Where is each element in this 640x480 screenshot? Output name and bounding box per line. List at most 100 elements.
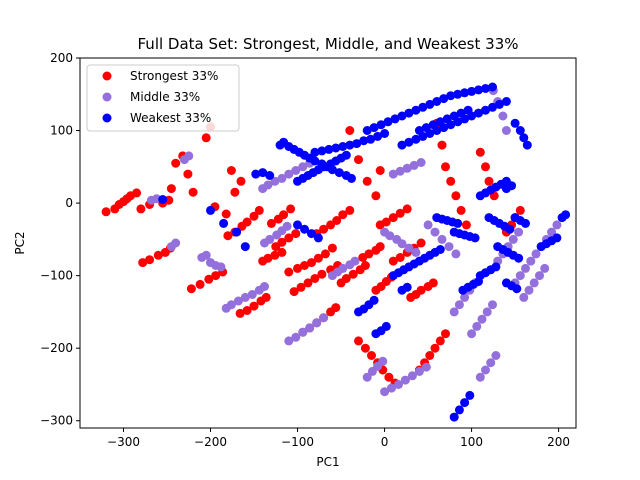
scatter-point-s0-48 <box>266 218 276 228</box>
chart-title: Full Data Set: Strongest, Middle, and We… <box>138 35 519 53</box>
scatter-point-s0-131 <box>446 176 456 186</box>
scatter-point-s0-54 <box>270 250 280 260</box>
scatter-point-s2-59 <box>446 91 456 101</box>
scatter-point-s1-31 <box>270 176 280 186</box>
scatter-point-s0-35 <box>249 301 259 311</box>
scatter-point-s1-57 <box>404 243 414 253</box>
scatter-point-s0-81 <box>345 205 355 215</box>
scatter-point-s2-54 <box>411 105 421 115</box>
scatter-point-s2-5 <box>251 169 261 179</box>
scatter-point-s0-7 <box>136 204 146 214</box>
scatter-point-s2-156 <box>522 140 532 150</box>
scatter-point-s0-15 <box>188 187 198 197</box>
scatter-point-s1-89 <box>515 271 525 281</box>
scatter-point-s2-81 <box>501 97 511 106</box>
scatter-point-s1-41 <box>350 256 360 266</box>
scatter-point-s1-51 <box>414 366 424 376</box>
scatter-point-s2-31 <box>319 162 329 172</box>
scatter-point-s2-113 <box>453 218 463 228</box>
scatter-point-s1-22 <box>282 221 292 231</box>
scatter-point-s0-45 <box>277 237 287 247</box>
scatter-point-s2-22 <box>293 220 302 230</box>
scatter-point-s1-15 <box>247 290 257 299</box>
scatter-point-s1-24 <box>291 332 301 342</box>
scatter-point-s1-13 <box>233 296 243 306</box>
scatter-point-s0-65 <box>303 278 313 288</box>
scatter-point-s1-42 <box>362 372 372 382</box>
scatter-point-s0-64 <box>296 282 306 292</box>
scatter-point-s1-93 <box>519 292 529 302</box>
scatter-point-s2-152 <box>521 218 530 228</box>
scatter-point-s0-55 <box>277 247 287 257</box>
scatter-point-s1-104 <box>498 111 508 121</box>
scatter-point-s1-60 <box>395 166 405 176</box>
scatter-point-s2-119 <box>449 412 459 422</box>
scatter-point-s0-61 <box>320 249 330 259</box>
scatter-point-s1-63 <box>416 158 426 167</box>
scatter-point-s2-41 <box>345 140 355 150</box>
scatter-point-s1-49 <box>400 375 410 385</box>
scatter-point-s0-124 <box>425 351 435 360</box>
scatter-point-s2-48 <box>369 123 379 133</box>
scatter-point-s0-130 <box>441 162 450 172</box>
x-axis-ticks: −300 −200 −100 0 100 200 <box>107 428 570 449</box>
scatter-point-s0-31 <box>211 271 221 281</box>
scatter-point-s0-57 <box>293 263 302 273</box>
scatter-point-s0-38 <box>223 231 233 241</box>
scatter-point-s0-16 <box>201 133 211 143</box>
scatter-point-s2-103 <box>402 282 412 292</box>
scatter-point-s2-45 <box>373 131 383 141</box>
scatter-point-s2-67 <box>404 137 414 147</box>
x-tick-label-1: −200 <box>194 435 227 449</box>
scatter-point-s0-83 <box>341 274 351 283</box>
scatter-point-s1-35 <box>298 162 308 172</box>
scatter-point-s2-47 <box>362 126 372 135</box>
legend-marker-1 <box>102 92 112 102</box>
scatter-point-s1-77 <box>482 307 492 317</box>
scatter-point-s2-42 <box>352 139 362 149</box>
scatter-point-s0-56 <box>284 267 294 277</box>
scatter-point-s2-120 <box>454 405 464 415</box>
scatter-point-s1-32 <box>277 173 287 183</box>
scatter-point-s2-141 <box>505 224 515 234</box>
scatter-point-s0-90 <box>371 191 381 201</box>
scatter-point-s2-15 <box>310 156 320 166</box>
scatter-point-s0-97 <box>384 372 394 382</box>
scatter-point-s0-132 <box>451 191 461 201</box>
scatter-point-s2-19 <box>334 168 344 178</box>
scatter-point-s2-35 <box>341 150 351 160</box>
scatter-point-s1-45 <box>378 356 388 366</box>
scatter-point-s1-101 <box>552 220 562 230</box>
scatter-point-s0-14 <box>183 169 193 179</box>
scatter-point-s2-64 <box>481 84 490 93</box>
scatter-point-s0-88 <box>354 155 363 165</box>
scatter-point-s2-58 <box>439 94 449 104</box>
scatter-point-s1-7 <box>201 250 211 260</box>
scatter-point-s1-28 <box>319 313 329 323</box>
scatter-point-s0-67 <box>317 269 327 279</box>
scatter-point-s0-127 <box>441 329 450 339</box>
scatter-point-s0-58 <box>300 261 309 270</box>
legend-label-1: Middle 33% <box>130 90 200 104</box>
scatter-point-s2-36 <box>310 147 320 157</box>
scatter-point-s0-136 <box>481 162 490 172</box>
scatter-point-s1-25 <box>298 327 308 337</box>
scatter-point-s2-118 <box>470 233 480 243</box>
scatter-point-s1-58 <box>411 247 421 257</box>
scatter-point-s0-94 <box>367 351 376 360</box>
y-tick-label-0: −300 <box>40 414 73 428</box>
scatter-point-s1-86 <box>508 234 518 244</box>
scatter-point-s1-46 <box>380 387 390 397</box>
scatter-point-s2-43 <box>359 136 369 146</box>
scatter-point-s2-78 <box>481 105 490 115</box>
scatter-point-s0-43 <box>254 205 264 215</box>
x-tick-label-3: 0 <box>381 435 389 449</box>
scatter-point-s2-89 <box>463 105 473 115</box>
scatter-point-s0-34 <box>242 306 252 315</box>
scatter-point-s1-19 <box>265 234 275 244</box>
scatter-point-s2-149 <box>512 284 522 294</box>
scatter-point-s0-50 <box>279 210 289 220</box>
scatter-point-s1-3 <box>171 238 181 248</box>
scatter-point-s2-155 <box>519 133 529 143</box>
scatter-point-s1-50 <box>407 371 417 381</box>
